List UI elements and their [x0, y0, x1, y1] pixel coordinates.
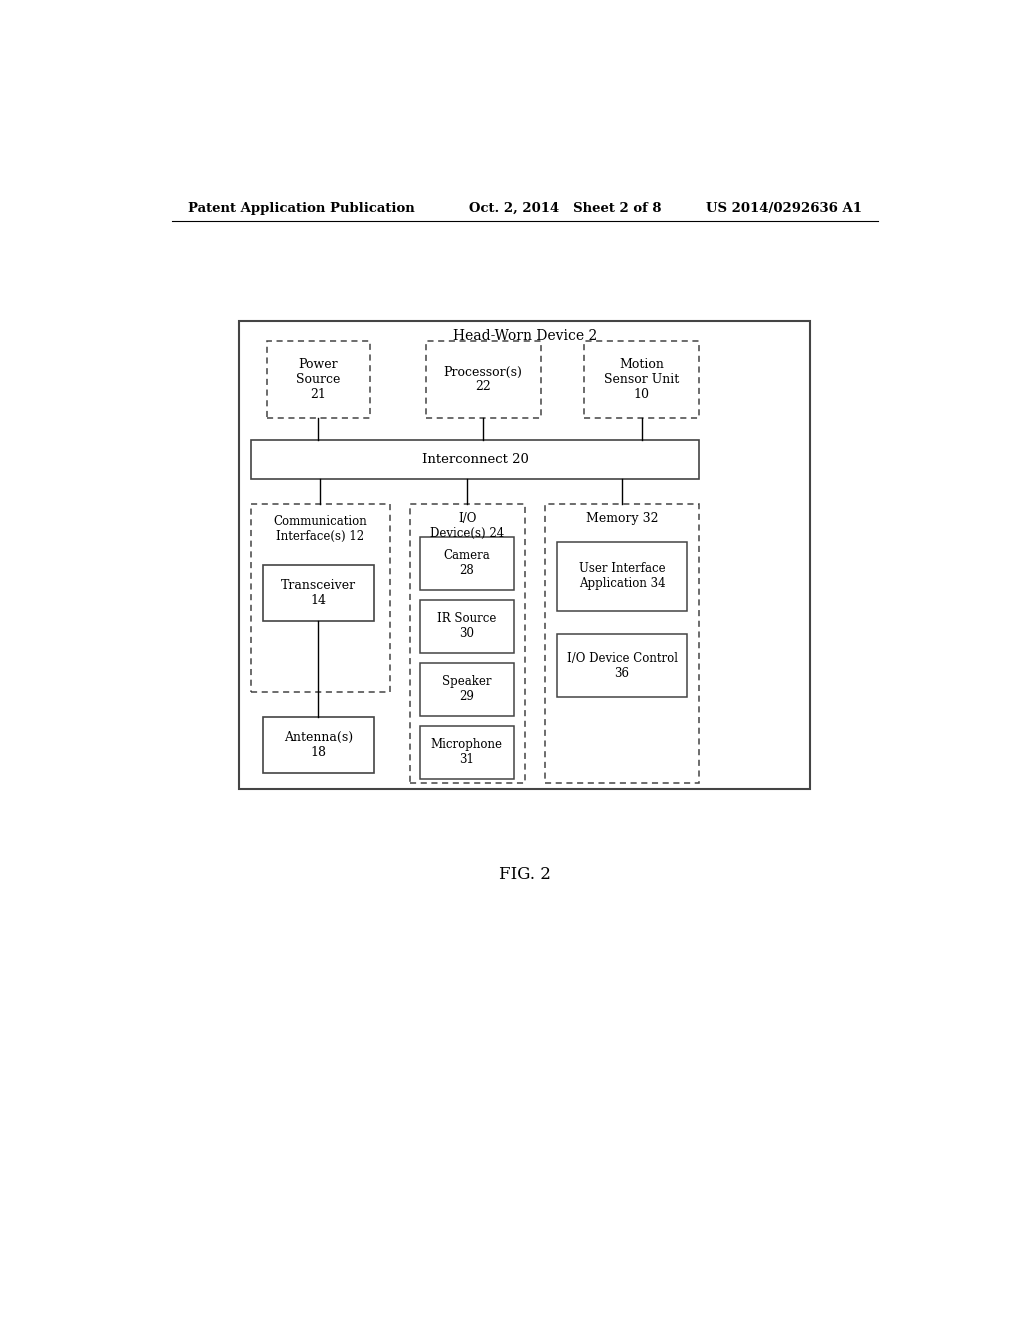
Bar — [545, 504, 699, 784]
Text: Head-Worn Device 2: Head-Worn Device 2 — [453, 329, 597, 343]
Text: Patent Application Publication: Patent Application Publication — [187, 202, 415, 215]
Text: IR Source
30: IR Source 30 — [437, 612, 497, 640]
Text: I/O
Device(s) 24: I/O Device(s) 24 — [430, 512, 505, 540]
Text: Antenna(s)
18: Antenna(s) 18 — [284, 731, 353, 759]
Bar — [251, 504, 390, 692]
Text: Memory 32: Memory 32 — [586, 512, 658, 525]
Bar — [557, 634, 687, 697]
Text: Oct. 2, 2014   Sheet 2 of 8: Oct. 2, 2014 Sheet 2 of 8 — [469, 202, 662, 215]
Text: US 2014/0292636 A1: US 2014/0292636 A1 — [707, 202, 862, 215]
Text: Power
Source
21: Power Source 21 — [296, 358, 341, 401]
Bar — [420, 536, 514, 590]
Bar — [410, 504, 525, 784]
Bar — [426, 342, 541, 417]
Text: Communication
Interface(s) 12: Communication Interface(s) 12 — [273, 515, 368, 544]
Text: Speaker
29: Speaker 29 — [442, 676, 492, 704]
Bar — [263, 565, 374, 620]
Text: User Interface
Application 34: User Interface Application 34 — [579, 562, 666, 590]
Bar — [240, 321, 811, 788]
Bar — [251, 440, 699, 479]
Bar — [420, 599, 514, 653]
Bar — [420, 663, 514, 717]
Text: I/O Device Control
36: I/O Device Control 36 — [566, 652, 678, 680]
Bar — [420, 726, 514, 779]
Text: Transceiver
14: Transceiver 14 — [281, 579, 356, 607]
Text: Processor(s)
22: Processor(s) 22 — [443, 366, 522, 393]
Bar — [267, 342, 370, 417]
Text: Camera
28: Camera 28 — [443, 549, 490, 577]
Text: Microphone
31: Microphone 31 — [431, 738, 503, 767]
Bar — [263, 718, 374, 774]
Text: Motion
Sensor Unit
10: Motion Sensor Unit 10 — [604, 358, 680, 401]
Text: Interconnect 20: Interconnect 20 — [422, 453, 528, 466]
Bar — [557, 541, 687, 611]
Text: FIG. 2: FIG. 2 — [499, 866, 551, 883]
Bar — [585, 342, 699, 417]
